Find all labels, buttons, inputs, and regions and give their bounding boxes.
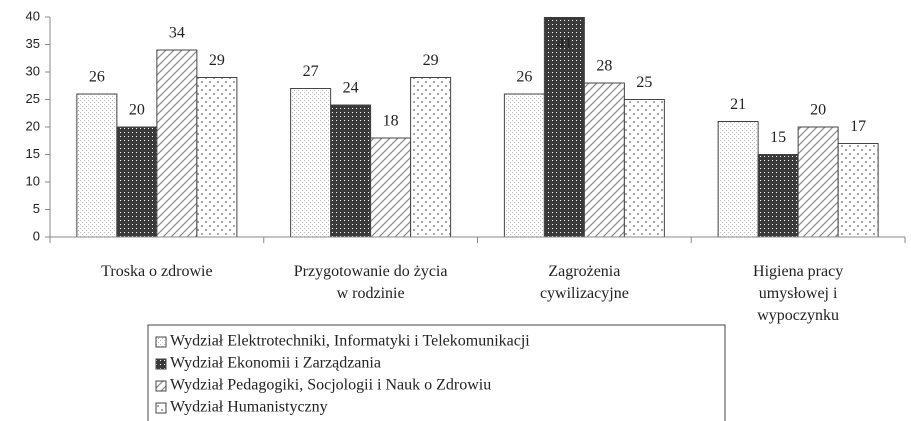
data-label: 21 (730, 96, 746, 113)
bar (837, 143, 879, 237)
data-label: 18 (383, 113, 399, 130)
data-label: 20 (810, 102, 826, 119)
bar (717, 121, 759, 237)
bar (370, 137, 412, 237)
bar (76, 93, 118, 237)
bar (757, 154, 799, 237)
data-label: 26 (516, 69, 532, 86)
x-tick-label: Przygotowanie do życia w rodzinie (294, 263, 448, 302)
data-label: 29 (423, 52, 439, 69)
legend-swatch (155, 380, 167, 392)
x-tick-label: Zagrożenia cywilizacyjne (540, 263, 629, 302)
data-label: 29 (209, 52, 225, 69)
bar (623, 99, 665, 237)
legend-swatch (155, 358, 167, 370)
data-label: 34 (169, 25, 185, 42)
x-tick-label: Troska o zdrowie (101, 263, 212, 280)
bar (797, 126, 839, 237)
legend-label: Wydział Humanistyczny (170, 399, 328, 416)
legend-label: Wydział Elektrotechniki, Informatyki i T… (170, 333, 530, 350)
x-tick-label: Higiena pracy umysłowej i wypoczynku (753, 263, 843, 324)
y-tick-label: 20 (26, 118, 40, 133)
data-label: 41 (556, 36, 572, 53)
bar (583, 82, 625, 237)
y-tick-label: 15 (26, 146, 40, 161)
bar (330, 104, 372, 237)
data-label: 24 (343, 80, 359, 97)
legend-label: Wydział Pedagogiki, Socjologii i Nauk o … (170, 377, 491, 394)
data-label: 25 (636, 74, 652, 91)
y-tick-label: 5 (33, 201, 40, 216)
legend-swatch (155, 402, 167, 414)
bar (116, 126, 158, 237)
bar (543, 17, 585, 237)
y-tick-label: 0 (33, 228, 40, 243)
bar (156, 49, 198, 237)
data-label: 28 (596, 58, 612, 75)
legend-label: Wydział Ekonomii i Zarządzania (170, 355, 381, 372)
legend-swatch (155, 336, 167, 348)
legend-box (147, 324, 726, 421)
bar (196, 77, 238, 237)
data-label: 17 (850, 118, 866, 135)
y-tick-label: 35 (26, 36, 40, 51)
bar (503, 93, 545, 237)
data-label: 26 (89, 69, 105, 86)
data-label: 15 (770, 129, 786, 146)
bar (290, 88, 332, 237)
y-tick-label: 10 (26, 173, 40, 188)
y-tick-label: 25 (26, 91, 40, 106)
y-tick-label: 40 (26, 8, 40, 23)
data-label: 20 (129, 102, 145, 119)
plot-area (76, 17, 879, 237)
data-label: 27 (303, 63, 319, 80)
y-tick-label: 30 (26, 63, 40, 78)
bar (410, 77, 452, 237)
